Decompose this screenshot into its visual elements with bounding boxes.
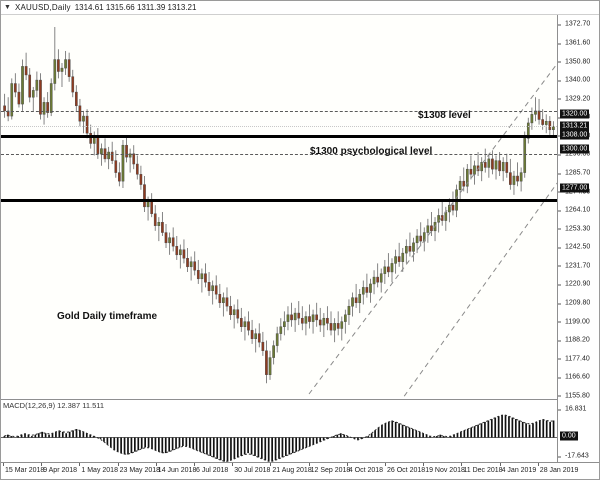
time-tick: 19 Nov 2018 [423,463,465,474]
chart-header: ▼ XAUUSD,Daily 1314.61 1315.66 1311.39 1… [1,1,599,15]
price-tick: 1361.60 [558,40,590,47]
macd-tick: 0.00 [560,431,578,441]
annotation-1300-level: $1300 psychological level [310,146,433,157]
price-tag-1320-00: 1320.00 [560,109,590,119]
price-tag-1277-00: 1277.00 [560,183,590,193]
macd-tick: 16.831 [558,406,586,413]
price-tick: 1177.40 [558,355,590,362]
time-tick: 4 Jan 2019 [499,463,537,474]
time-tick: 1 May 2018 [79,463,118,474]
symbol-label: XAUUSD,Daily [14,3,71,12]
level-line-1300 [1,154,557,155]
time-tick: 15 Mar 2018 [2,463,45,474]
price-tick: 1350.80 [558,58,590,65]
price-scale[interactable]: 1372.701361.601350.801340.001329.201318.… [557,15,599,462]
time-tick: 21 Aug 2018 [270,463,312,474]
level-line-1308 [1,135,557,138]
time-tick: 28 Jan 2019 [537,463,579,474]
price-tick: 1296.80 [558,151,590,158]
price-tick: 1220.90 [558,281,590,288]
macd-histogram [1,414,557,462]
ohlc-values: 1314.61 1315.66 1311.39 1313.21 [74,3,197,12]
annotation-1308-level: $1308 level [418,110,471,121]
price-tick: 1231.70 [558,262,590,269]
time-tick: 14 Jun 2018 [155,463,197,474]
time-tick: 11 Dec 2018 [461,463,503,474]
price-tick: 1209.80 [558,300,590,307]
price-tick: 1155.80 [558,392,590,399]
channel-upper-line [308,63,557,395]
price-tag-1313-21: 1313.21 [560,121,590,131]
candlestick-series [3,26,557,397]
time-tick: 9 Apr 2018 [41,463,78,474]
macd-tick: -17.643 [558,453,589,460]
annotation-timeframe: Gold Daily timeframe [57,311,158,322]
price-tick: 1253.30 [558,225,590,232]
price-tick: 1264.10 [558,207,590,214]
time-axis: 15 Mar 2018 9 Apr 2018 1 May 2018 23 May 20… [1,462,599,479]
price-tick: 1199.00 [558,318,590,325]
level-line-1313 [1,126,557,127]
price-tick: 1340.00 [558,77,590,84]
price-tick: 1285.70 [558,170,590,177]
channel-lower-line [403,182,557,397]
price-chart-pane[interactable] [1,15,557,397]
macd-signal-line [4,414,554,462]
price-tag-1308-00: 1308.00 [560,130,590,140]
time-tick: 23 May 2018 [117,463,161,474]
price-tick: 1166.60 [558,374,590,381]
time-tick: 26 Oct 2018 [384,463,426,474]
time-tick: 4 Oct 2018 [346,463,384,474]
level-line-1320 [1,111,557,112]
price-tick: 1372.70 [558,21,590,28]
macd-indicator-label: MACD(12,26,9) 12.387 11.511 [3,401,105,410]
price-tag-1300-00: 1300.00 [560,144,590,154]
macd-pane[interactable] [1,399,557,463]
chevron-down-icon[interactable]: ▼ [4,4,11,11]
price-tick: 1242.50 [558,244,590,251]
time-tick: 30 Jul 2018 [232,463,271,474]
price-tick: 1329.20 [558,95,590,102]
time-tick: 6 Jul 2018 [193,463,229,474]
price-tick: 1188.20 [558,337,590,344]
level-line-1277 [1,199,557,202]
time-tick: 12 Sep 2018 [308,463,351,474]
